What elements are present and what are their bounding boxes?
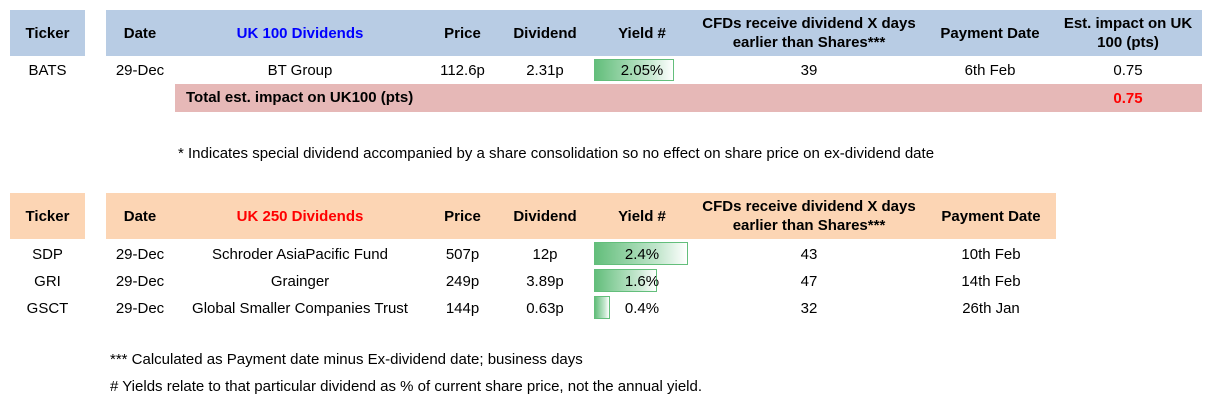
cfd-days-cell: 39 <box>800 61 818 79</box>
uk250-header-yield: Yield # <box>618 207 666 225</box>
total-impact-label: Total est. impact on UK100 (pts) <box>186 89 414 106</box>
ticker-cell: BATS <box>28 61 67 79</box>
uk250-header-payment-date: Payment Date <box>941 207 1041 225</box>
uk100-header-yield: Yield # <box>618 24 666 42</box>
price-cell: 249p <box>445 272 480 290</box>
yield-bar <box>594 242 688 265</box>
uk100-header-ticker: Ticker <box>25 24 70 42</box>
payment-date-cell: 26th Jan <box>962 299 1020 317</box>
uk250-header-date: Date <box>123 207 157 225</box>
uk100-header-impact: Est. impact on UK 100 (pts) <box>1054 10 1202 56</box>
uk250-header-cfd-line2: earlier than Shares*** <box>732 217 886 234</box>
yield-footnote: # Yields relate to that particular divid… <box>110 378 703 395</box>
yield-cell: 1.6% <box>624 272 660 290</box>
uk250-header-cfd-line1: CFDs receive dividend X days <box>702 198 916 215</box>
uk250-header-dividend: Dividend <box>513 207 577 225</box>
uk100-header-bg <box>106 10 1202 56</box>
date-cell: 29-Dec <box>115 245 165 263</box>
uk100-title: UK 100 Dividends <box>236 24 364 42</box>
payment-date-cell: 10th Feb <box>961 245 1021 263</box>
payment-date-cell: 6th Feb <box>964 61 1016 79</box>
uk250-header-cfd: CFDs receive dividend X days earlier tha… <box>692 193 926 239</box>
uk250-title: UK 250 Dividends <box>236 207 364 225</box>
yield-cell: 0.4% <box>624 299 660 317</box>
total-impact-row <box>175 84 1202 112</box>
price-cell: 144p <box>445 299 480 317</box>
yield-bar <box>594 269 657 292</box>
dividend-cell: 2.31p <box>526 61 564 79</box>
date-cell: 29-Dec <box>115 299 165 317</box>
date-cell: 29-Dec <box>115 272 165 290</box>
uk100-header-cfd-line1: CFDs receive dividend X days <box>702 15 916 32</box>
uk100-header-payment-date: Payment Date <box>940 24 1040 42</box>
total-impact-value: 0.75 <box>1113 89 1143 107</box>
uk100-header-cfd-line2: earlier than Shares*** <box>732 34 886 51</box>
uk250-ticker-header-bg <box>10 193 85 239</box>
company-cell: BT Group <box>267 61 333 79</box>
uk100-header-price: Price <box>444 24 481 42</box>
yield-cell: 2.05% <box>620 61 664 79</box>
uk250-header-ticker: Ticker <box>25 207 70 225</box>
uk100-header-date: Date <box>123 24 157 42</box>
yield-bar <box>594 59 674 81</box>
uk100-header-impact-line2: 100 (pts) <box>1097 34 1159 51</box>
ticker-cell: GSCT <box>26 299 69 317</box>
company-cell: Grainger <box>270 272 330 290</box>
uk100-header-impact-line1: Est. impact on UK <box>1063 15 1193 32</box>
date-cell: 29-Dec <box>115 61 165 79</box>
price-cell: 112.6p <box>440 61 485 79</box>
dividend-cell: 0.63p <box>526 299 564 317</box>
yield-bar <box>594 296 610 319</box>
dividend-cell: 3.89p <box>526 272 564 290</box>
special-dividend-note: * Indicates special dividend accompanied… <box>178 145 935 162</box>
ticker-cell: GRI <box>34 272 61 290</box>
impact-cell: 0.75 <box>1113 61 1143 79</box>
uk250-header-bg <box>106 193 1056 239</box>
uk100-ticker-header-bg <box>10 10 85 56</box>
yield-cell: 2.4% <box>624 245 660 263</box>
cfd-days-cell: 43 <box>800 245 818 263</box>
price-cell: 507p <box>445 245 480 263</box>
uk250-header-price: Price <box>444 207 481 225</box>
uk100-header-dividend: Dividend <box>513 24 577 42</box>
dividend-cell: 12p <box>532 245 558 263</box>
payment-date-cell: 14th Feb <box>961 272 1021 290</box>
ticker-cell: SDP <box>32 245 63 263</box>
cfd-days-cell: 32 <box>800 299 818 317</box>
uk100-header-cfd: CFDs receive dividend X days earlier tha… <box>692 10 926 56</box>
company-cell: Schroder AsiaPacific Fund <box>212 245 388 263</box>
company-cell: Global Smaller Companies Trust <box>192 299 408 317</box>
calc-footnote: *** Calculated as Payment date minus Ex-… <box>110 351 583 368</box>
cfd-days-cell: 47 <box>800 272 818 290</box>
